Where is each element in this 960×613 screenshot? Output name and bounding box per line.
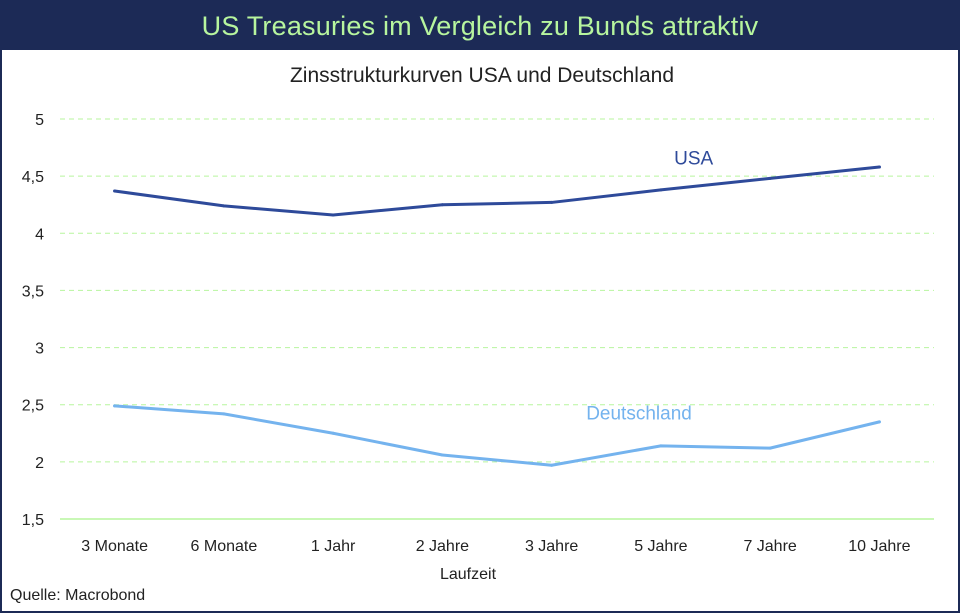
page-title: US Treasuries im Vergleich zu Bunds attr… xyxy=(2,2,958,50)
x-tick-label: 3 Monate xyxy=(81,538,148,555)
series-line-deutschland xyxy=(113,404,881,467)
series-line-usa xyxy=(113,165,881,217)
x-tick-label: 6 Monate xyxy=(191,538,258,555)
x-tick-label: 1 Jahr xyxy=(311,538,356,555)
series-lines xyxy=(113,165,881,467)
y-tick-label: 3 xyxy=(35,341,44,358)
data-point xyxy=(113,189,117,193)
x-tick-label: 5 Jahre xyxy=(634,538,687,555)
x-tick-label: 2 Jahre xyxy=(416,538,469,555)
data-point xyxy=(550,463,554,467)
source-note: Quelle: Macrobond xyxy=(10,587,146,604)
y-tick-label: 2,5 xyxy=(22,398,44,415)
series-label-usa: USA xyxy=(674,148,713,169)
data-point xyxy=(877,165,881,169)
y-axis-ticks: 1,5 2 2,5 3 3,5 4 4,5 5 xyxy=(22,112,44,529)
x-axis-ticks: 3 Monate 6 Monate 1 Jahr 2 Jahre 3 Jahre 5 Ja… xyxy=(81,538,910,555)
data-point xyxy=(440,203,444,207)
data-point xyxy=(222,412,226,416)
y-tick-label: 3,5 xyxy=(22,283,44,300)
data-point xyxy=(331,213,335,217)
y-tick-label: 5 xyxy=(35,112,44,129)
gridlines xyxy=(60,118,934,520)
chart-title: Zinsstrukturkurven USA und Deutschland xyxy=(290,64,674,87)
data-point xyxy=(768,446,772,450)
series-label-deutschland: Deutschland xyxy=(586,404,692,425)
y-tick-label: 1,5 xyxy=(22,512,44,529)
x-axis-title: Laufzeit xyxy=(440,566,497,583)
x-tick-label: 10 Jahre xyxy=(848,538,910,555)
y-tick-label: 4 xyxy=(35,226,44,243)
data-point xyxy=(659,444,663,448)
x-tick-label: 7 Jahre xyxy=(743,538,796,555)
series-labels: USA Deutschland xyxy=(586,148,713,424)
data-point xyxy=(659,188,663,192)
data-point xyxy=(768,176,772,180)
y-tick-label: 4,5 xyxy=(22,169,44,186)
data-point xyxy=(113,404,117,408)
data-point xyxy=(222,204,226,208)
y-tick-label: 2 xyxy=(35,455,44,472)
x-tick-label: 3 Jahre xyxy=(525,538,578,555)
data-point xyxy=(331,431,335,435)
data-point xyxy=(550,200,554,204)
data-point xyxy=(877,420,881,424)
data-point xyxy=(440,453,444,457)
